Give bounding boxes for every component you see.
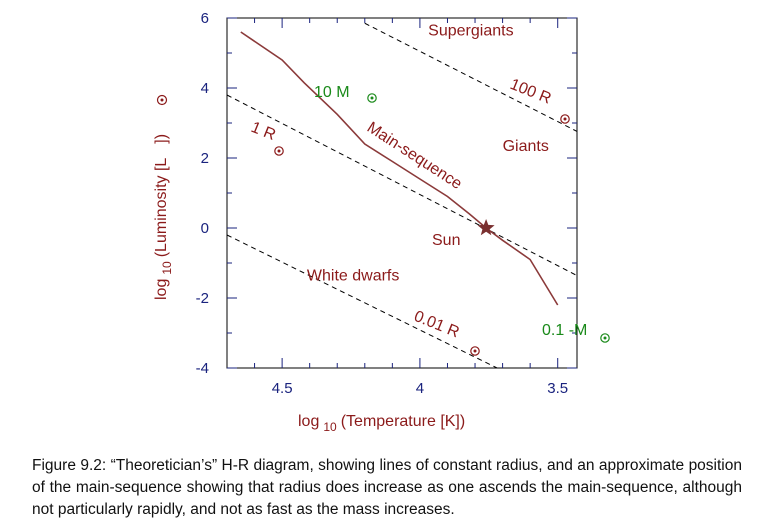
solar-symbol-icon [470, 346, 480, 356]
y-tick-label: 4 [201, 80, 209, 97]
axis-ticks: 4.5 4 3.5 6 4 2 0 -2 -4 [196, 10, 577, 397]
region-label: Supergiants [428, 23, 513, 40]
y-tick-label: 2 [201, 150, 209, 167]
plot-frame [226, 17, 578, 369]
y-tick-label: 0 [201, 220, 209, 237]
y-tick-label: -2 [196, 290, 209, 307]
y-tick-label: -4 [196, 360, 209, 377]
main-sequence-curve [240, 31, 559, 306]
y-tick-label: 6 [201, 10, 209, 27]
mass-label-0-1: 0.1 -M [542, 322, 587, 339]
radius-label: 0.01 R [412, 308, 462, 341]
constant-radius-lines [226, 22, 578, 369]
radius-label: 100 R [508, 76, 554, 108]
sun-star-marker [477, 219, 495, 236]
sun-star-icon [477, 219, 495, 236]
sun-label: Sun [432, 232, 460, 249]
radius-label: 1 R [249, 119, 278, 144]
x-tick-label: 3.5 [547, 380, 568, 397]
chart-labels: Supergiants Giants White dwarfs Sun Main-seq… [249, 23, 610, 356]
solar-symbol-icon [560, 114, 570, 124]
y-axis-title: log10(Luminosity [L]) [153, 94, 174, 300]
region-label: White dwarfs [307, 268, 399, 285]
region-label: Giants [503, 138, 549, 155]
solar-symbol-icon [274, 146, 284, 156]
svg-text:log10(Luminosity [L]): log10(Luminosity [L]) [153, 134, 174, 300]
solar-symbol-icon [600, 333, 610, 343]
radius-line [226, 94, 578, 277]
radius-line [226, 234, 498, 369]
solar-symbol-icon [367, 93, 377, 103]
hr-diagram: 4.5 4 3.5 6 4 2 0 -2 -4 Supergiants Giants White d… [153, 10, 610, 434]
solar-symbol-icon [156, 94, 168, 106]
x-tick-label: 4 [416, 380, 424, 397]
figure-caption: Figure 9.2: “Theoretician’s” H-R diagram… [32, 457, 742, 518]
main-sequence-label: Main-sequence [364, 119, 465, 193]
mass-label-10: 10 M [314, 84, 350, 101]
radius-line [364, 22, 578, 132]
x-tick-label: 4.5 [272, 380, 293, 397]
x-axis-title: log 10 (Temperature [K]) [298, 413, 465, 434]
